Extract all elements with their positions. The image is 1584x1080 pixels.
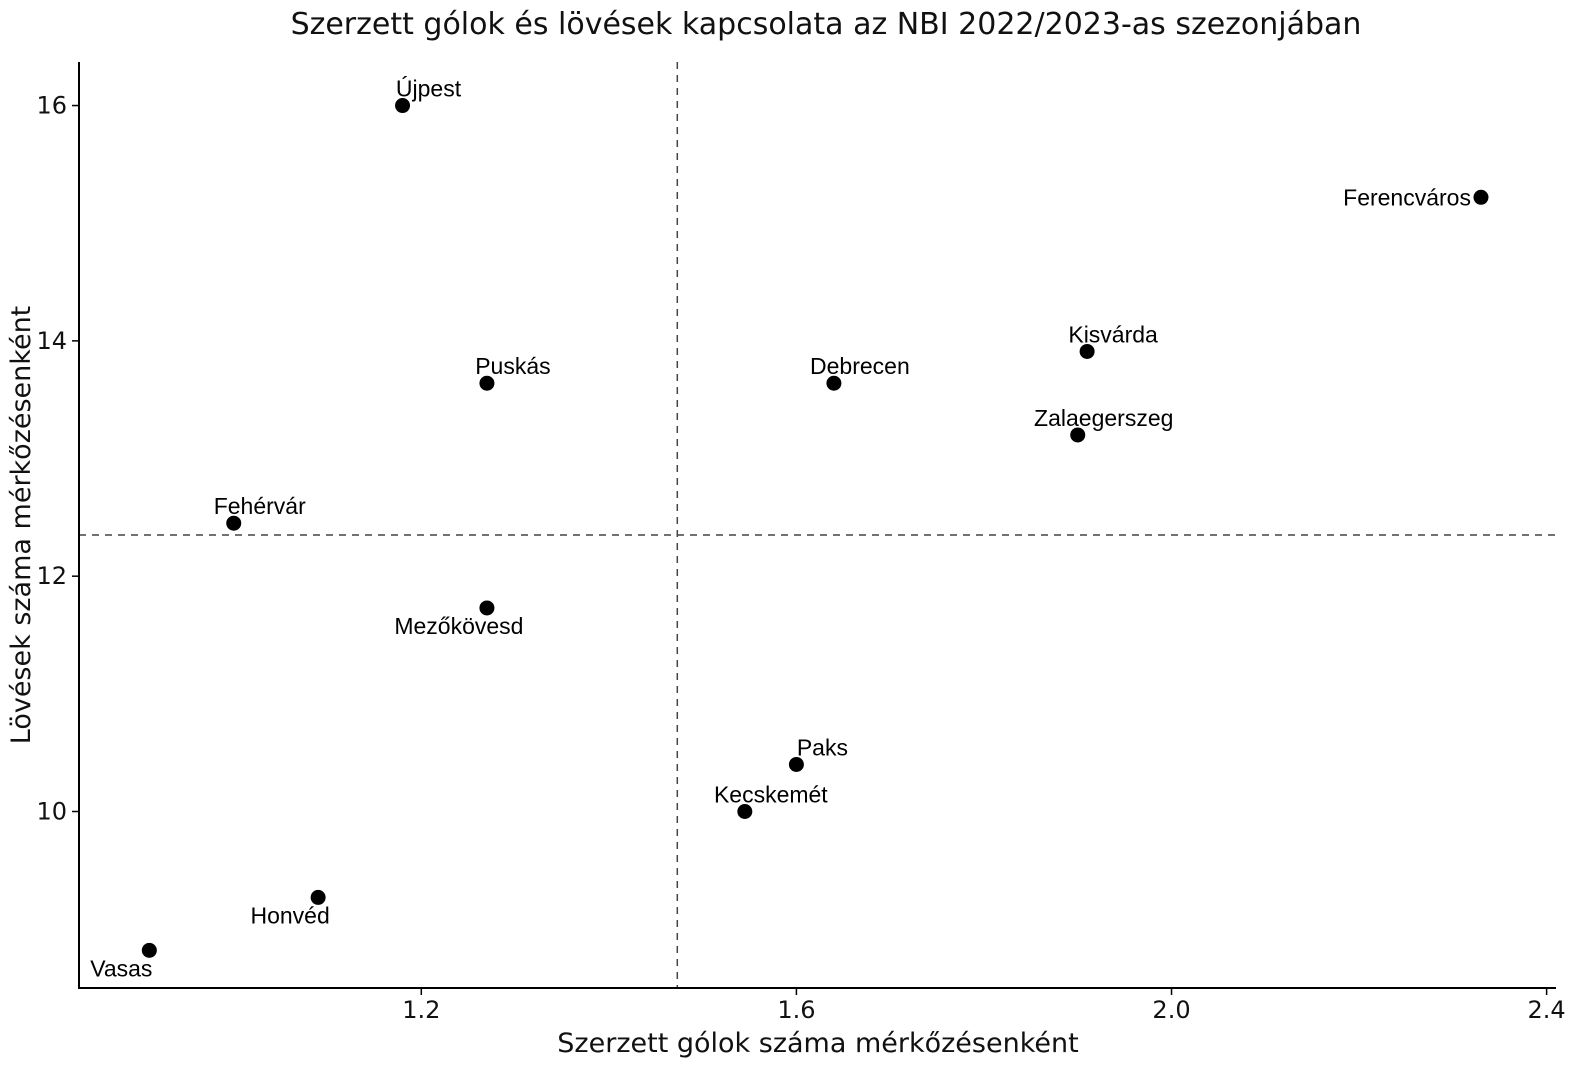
y-axis-title: Lövések száma mérkőzésenként — [6, 306, 37, 745]
x-tick-label: 2.4 — [1528, 996, 1566, 1024]
x-tick-label: 2.0 — [1152, 996, 1190, 1024]
point-label: Zalaegerszeg — [1034, 405, 1173, 431]
axes — [78, 62, 1556, 989]
data-point — [310, 889, 326, 905]
data-point — [1473, 189, 1489, 205]
y-tick-label: 14 — [36, 327, 67, 355]
point-label: Kisvárda — [1068, 321, 1158, 347]
chart-title: Szerzett gólok és lövések kapcsolata az … — [291, 7, 1362, 42]
point-label: Újpest — [396, 76, 462, 102]
data-point — [1079, 343, 1095, 359]
data-point — [788, 756, 804, 772]
point-label: Puskás — [475, 353, 550, 379]
point-label: Vasas — [90, 955, 152, 981]
point-label: Debrecen — [810, 353, 910, 379]
point-label: Kecskemét — [714, 782, 828, 808]
axis-ticks: 1.2 1.6 2.0 2.4 10 12 14 16 — [36, 92, 1565, 1024]
x-tick-label: 1.2 — [402, 996, 440, 1024]
x-axis-title: Szerzett gólok száma mérkőzésenként — [557, 1028, 1078, 1059]
data-point — [226, 515, 242, 531]
point-label: Mezőkövesd — [394, 613, 523, 639]
point-label: Honvéd — [250, 902, 329, 928]
data-point — [395, 98, 411, 114]
y-tick-label: 12 — [36, 562, 67, 590]
y-tick-label: 10 — [36, 798, 67, 826]
point-label: Fehérvár — [214, 493, 306, 519]
point-label: Paks — [797, 734, 848, 760]
point-labels: Újpest Ferencváros Kisvárda Puskás Debrecen Z… — [90, 76, 1471, 982]
data-point — [479, 375, 495, 391]
data-point — [479, 600, 495, 616]
data-point — [141, 942, 157, 958]
data-point — [826, 375, 842, 391]
data-points — [141, 98, 1489, 958]
y-tick-label: 16 — [36, 92, 67, 120]
data-point — [1070, 427, 1086, 443]
x-tick-label: 1.6 — [777, 996, 815, 1024]
data-point — [737, 804, 753, 820]
point-label: Ferencváros — [1343, 184, 1471, 210]
reference-lines — [79, 62, 1556, 988]
